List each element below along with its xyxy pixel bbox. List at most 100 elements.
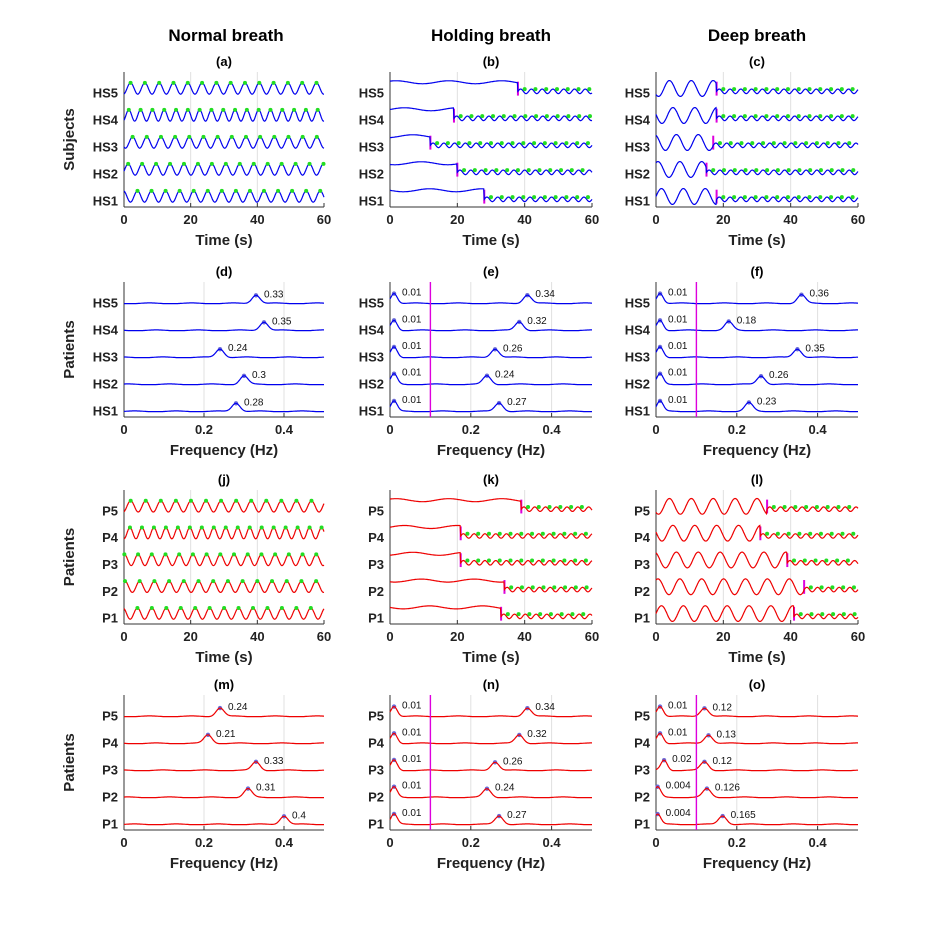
- peak-dot: [187, 134, 192, 139]
- peak-dot: [211, 525, 216, 530]
- series-line: [123, 815, 324, 826]
- peak-dot: [722, 168, 727, 173]
- peak-dot: [809, 612, 814, 617]
- peak-dot: [796, 114, 801, 119]
- peak-dot: [818, 195, 823, 200]
- peak-dot: [435, 141, 440, 146]
- peak-dot: [754, 168, 759, 173]
- peak-dot: [130, 134, 135, 139]
- peak-dot: [530, 558, 535, 563]
- peak-dot: [521, 141, 526, 146]
- peak-annotation: 0.24: [228, 702, 248, 713]
- peak-dot: [563, 585, 568, 590]
- peak-dot: [491, 114, 496, 119]
- peak-dot: [204, 498, 209, 503]
- peak-dot: [775, 168, 780, 173]
- peak-dot: [272, 134, 277, 139]
- row-label: P1: [634, 817, 650, 832]
- row-label: P4: [368, 530, 385, 545]
- peak-dot: [534, 114, 539, 119]
- series-line: [655, 813, 858, 826]
- panel-label: (o): [749, 677, 766, 692]
- peak-dot: [512, 114, 517, 119]
- peak-dot: [279, 498, 284, 503]
- x-tick-label: 0: [386, 422, 393, 437]
- peak-dot: [583, 531, 588, 536]
- peak-dot: [765, 531, 770, 536]
- peak-dot: [771, 504, 776, 509]
- peak-dot: [285, 80, 290, 85]
- peak-annotation: 0.12: [712, 756, 732, 767]
- peak-dot: [197, 107, 202, 112]
- peak-dot: [476, 558, 481, 563]
- peak-dot: [233, 188, 238, 193]
- peak-dot: [236, 605, 241, 610]
- peak-dot: [796, 87, 801, 92]
- peak-dot: [711, 168, 716, 173]
- peak-dot: [793, 141, 798, 146]
- panel-e: (e) 0 0.2 0.4 Frequency (Hz) HS1 0.01 0.27 HS2 0.…: [359, 264, 593, 459]
- peak-dot: [308, 605, 313, 610]
- row-label: P3: [634, 557, 650, 572]
- peak-dot: [792, 558, 797, 563]
- peak-dot: [508, 531, 513, 536]
- row-label: P3: [102, 557, 118, 572]
- x-axis-label: Frequency (Hz): [703, 442, 811, 459]
- peak-dot: [196, 579, 201, 584]
- peak-dot: [256, 107, 261, 112]
- peak-dot: [469, 114, 474, 119]
- row-label: HS5: [359, 296, 384, 311]
- peak-dot: [126, 107, 131, 112]
- peak-dot: [279, 161, 284, 166]
- peak-dot: [836, 141, 841, 146]
- row-label: HS2: [93, 377, 118, 392]
- series-line: [389, 346, 593, 359]
- x-axis-label: Time (s): [728, 232, 785, 249]
- peak-dot: [587, 87, 592, 92]
- peak-dot: [552, 585, 557, 590]
- peak-dot: [233, 107, 238, 112]
- peak-dot: [137, 579, 142, 584]
- peak-dot: [530, 531, 535, 536]
- peak-annotation: 0.27: [507, 397, 527, 408]
- peak-dot: [544, 114, 549, 119]
- y-axis-label: Patients: [61, 528, 78, 586]
- peak-dot: [728, 141, 733, 146]
- row-label: P4: [368, 736, 385, 751]
- series-line: [123, 500, 325, 513]
- series-line: [655, 346, 859, 359]
- peak-dot: [465, 558, 470, 563]
- peak-dot: [840, 531, 845, 536]
- panel-f: (f) 0 0.2 0.4 Frequency (Hz) HS1 0.01 0.23 HS2 0.…: [625, 264, 859, 459]
- peak-dot: [798, 612, 803, 617]
- peak-dot: [501, 114, 506, 119]
- peak-dot: [321, 161, 326, 166]
- panel-label: (j): [218, 472, 230, 487]
- peak-dot: [264, 498, 269, 503]
- peak-dot: [151, 525, 156, 530]
- series-line: [123, 526, 325, 540]
- peak-dot: [462, 168, 467, 173]
- column-title: Deep breath: [708, 26, 806, 45]
- peak-dot: [785, 87, 790, 92]
- peak-dot: [122, 552, 127, 557]
- peak-dot: [251, 605, 256, 610]
- peak-dot: [458, 114, 463, 119]
- peak-dot: [283, 525, 288, 530]
- x-axis-label: Frequency (Hz): [703, 855, 811, 872]
- peak-dot: [850, 195, 855, 200]
- peak-dot: [818, 114, 823, 119]
- series-line: [389, 161, 593, 176]
- row-label: HS2: [93, 167, 118, 182]
- peak-dot: [286, 552, 291, 557]
- row-label: P2: [102, 584, 118, 599]
- series-line: [655, 497, 859, 516]
- peak-dot: [309, 498, 314, 503]
- peak-dot: [177, 552, 182, 557]
- peak-dot: [761, 141, 766, 146]
- panel-label: (n): [483, 677, 500, 692]
- series-line: [655, 319, 858, 332]
- peak-dot: [583, 558, 588, 563]
- x-tick-label: 0.2: [728, 835, 746, 850]
- peak-dot: [732, 195, 737, 200]
